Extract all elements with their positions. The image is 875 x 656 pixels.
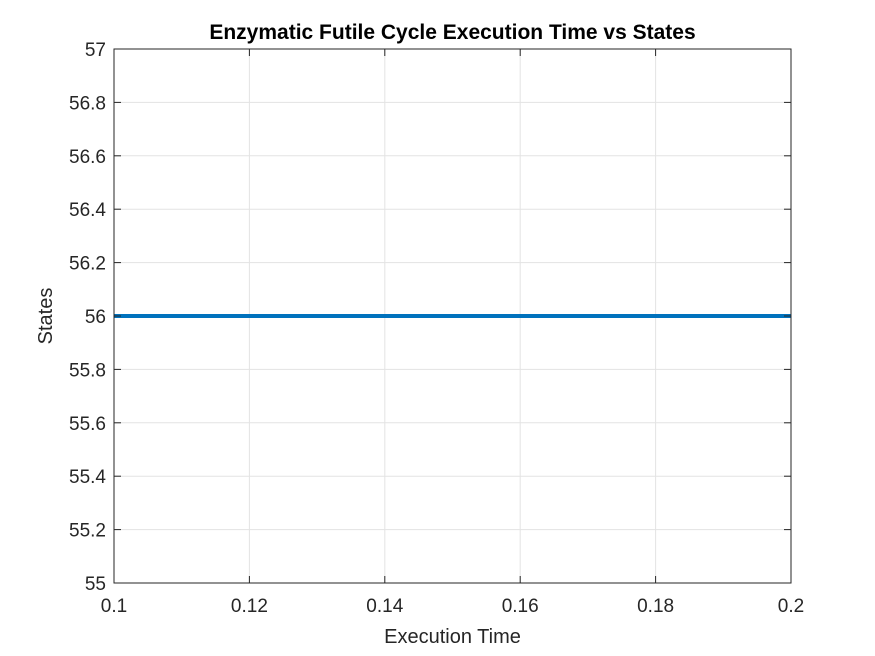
x-tick-label: 0.18 [637, 596, 674, 617]
y-tick-label: 56.6 [69, 147, 106, 168]
y-tick-labels: 55 55.2 55.4 55.6 55.8 56 56.2 56.4 56.6 56.8 57 [69, 40, 106, 595]
y-tick-label: 56 [85, 307, 106, 328]
x-tick-label: 0.16 [502, 596, 539, 617]
x-tick-label: 0.12 [231, 596, 268, 617]
y-tick-label: 55.8 [69, 360, 106, 381]
y-tick-label: 55.2 [69, 521, 106, 542]
grid [113, 48, 792, 584]
x-tick-label: 0.2 [778, 596, 804, 617]
y-tick-label: 56.4 [69, 200, 106, 221]
y-tick-label: 56.8 [69, 93, 106, 114]
y-tick-label: 57 [85, 40, 106, 61]
y-axis-title: States [35, 288, 57, 345]
x-tick-labels: 0.1 0.12 0.14 0.16 0.18 0.2 [101, 596, 804, 617]
x-axis-title: Execution Time [384, 626, 521, 648]
ticks [113, 48, 792, 584]
y-tick-label: 55.6 [69, 414, 106, 435]
x-tick-label: 0.14 [366, 596, 403, 617]
x-tick-label: 0.1 [101, 596, 127, 617]
chart-title: Enzymatic Futile Cycle Execution Time vs… [209, 21, 695, 44]
y-tick-label: 56.2 [69, 254, 106, 275]
y-tick-label: 55.4 [69, 467, 106, 488]
y-tick-label: 55 [85, 574, 106, 595]
